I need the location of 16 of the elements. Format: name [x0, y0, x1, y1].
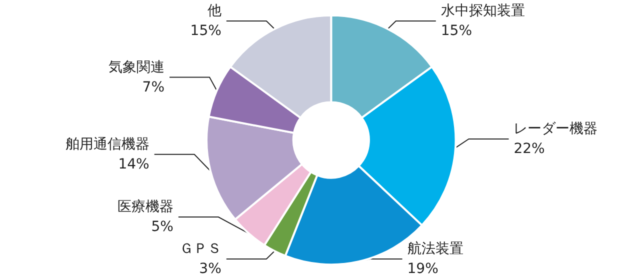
slice-label: 他: [207, 3, 222, 19]
data-label: 3%: [199, 261, 222, 277]
data-label: 15%: [190, 23, 222, 39]
slice-label: 医療機器: [117, 199, 174, 215]
data-label: 22%: [514, 141, 545, 157]
data-label: 5%: [151, 219, 174, 235]
data-label: 14%: [118, 156, 150, 172]
data-label: 15%: [440, 23, 472, 39]
slice-label: 航法装置: [407, 241, 464, 257]
data-label: 19%: [407, 261, 438, 277]
slice-label: レーダー機器: [514, 121, 598, 137]
slice-label: ＧＰＳ: [179, 241, 222, 257]
slice-label: 気象関連: [108, 59, 165, 76]
slice-label: 水中探知装置: [440, 3, 525, 19]
data-label: 7%: [142, 79, 165, 96]
slice-label: 舶用通信機器: [65, 136, 150, 152]
